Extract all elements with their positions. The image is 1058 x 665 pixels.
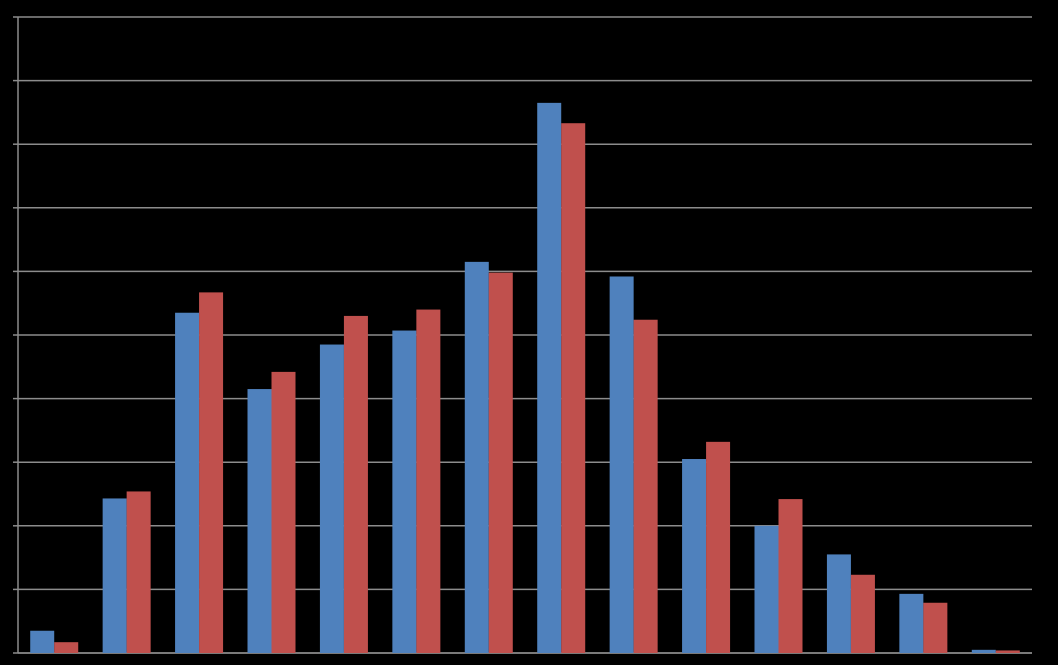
bar bbox=[826, 554, 851, 653]
bar bbox=[633, 319, 658, 653]
bar bbox=[319, 344, 344, 653]
bar bbox=[416, 309, 441, 653]
bar bbox=[899, 593, 924, 653]
bar bbox=[464, 261, 489, 653]
bar bbox=[247, 389, 272, 653]
bar bbox=[54, 642, 79, 653]
bar bbox=[850, 574, 875, 653]
bar bbox=[682, 459, 707, 653]
bar bbox=[754, 525, 779, 653]
bar bbox=[392, 330, 417, 653]
bar bbox=[995, 650, 1020, 653]
bar bbox=[561, 123, 586, 654]
bar bbox=[923, 602, 948, 653]
bar bbox=[537, 102, 562, 654]
bar bbox=[343, 315, 368, 653]
bar bbox=[126, 491, 151, 653]
bar bbox=[706, 441, 731, 653]
bar bbox=[271, 371, 296, 653]
bar bbox=[488, 272, 513, 653]
bar bbox=[778, 499, 803, 653]
bar bbox=[199, 292, 224, 653]
bar bbox=[971, 649, 996, 653]
bar bbox=[609, 276, 634, 653]
bar bbox=[102, 498, 127, 653]
bar bbox=[175, 312, 200, 653]
bar bbox=[30, 630, 55, 653]
